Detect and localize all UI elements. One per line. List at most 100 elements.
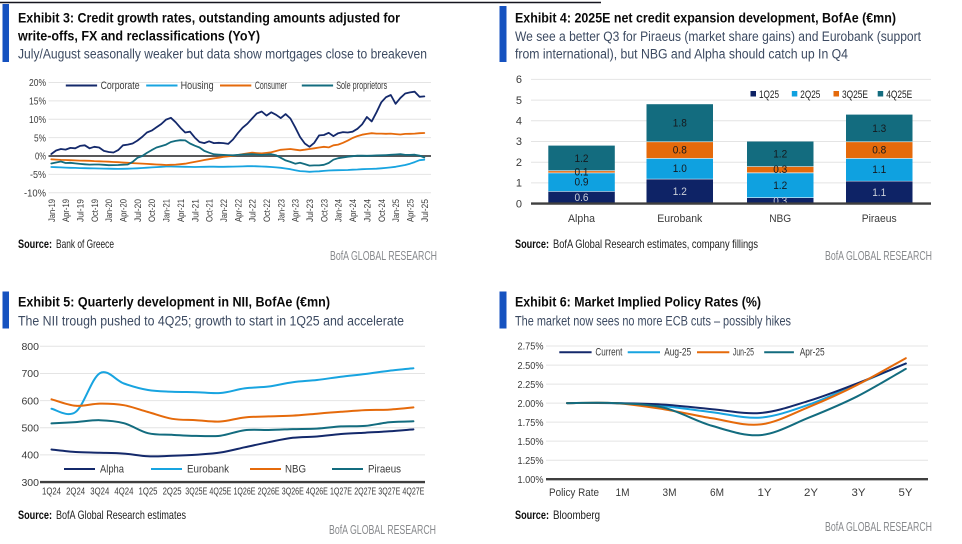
- svg-text:4Q26E: 4Q26E: [306, 486, 328, 497]
- svg-text:1M: 1M: [616, 487, 630, 499]
- svg-text:NBG: NBG: [285, 464, 306, 476]
- svg-text:0.3: 0.3: [773, 164, 787, 176]
- svg-text:300: 300: [21, 477, 39, 489]
- svg-text:Sole proprietors: Sole proprietors: [336, 80, 387, 92]
- svg-text:BofA Global Research estimates: BofA Global Research estimates: [56, 508, 186, 522]
- svg-text:1Q24: 1Q24: [42, 486, 61, 497]
- svg-text:Jul-20: Jul-20: [133, 199, 144, 222]
- svg-text:We see a better Q3 for Piraeus: We see a better Q3 for Piraeus (market s…: [515, 29, 921, 44]
- svg-text:2Y: 2Y: [804, 487, 819, 499]
- svg-text:1.0: 1.0: [673, 163, 687, 175]
- svg-text:Jan-25: Jan-25: [391, 199, 402, 222]
- svg-text:2.50%: 2.50%: [518, 360, 544, 372]
- svg-text:Oct-22: Oct-22: [262, 199, 273, 222]
- svg-text:Exhibit 5: Quarterly developme: Exhibit 5: Quarterly development in NII,…: [18, 295, 330, 310]
- svg-text:Jan-22: Jan-22: [219, 199, 230, 222]
- svg-text:2Q25: 2Q25: [800, 89, 820, 101]
- svg-text:Oct-20: Oct-20: [147, 199, 158, 222]
- svg-text:400: 400: [21, 450, 39, 462]
- svg-text:10%: 10%: [29, 114, 46, 126]
- svg-text:Jul-24: Jul-24: [362, 199, 373, 222]
- svg-text:Jan-23: Jan-23: [276, 199, 287, 222]
- svg-text:BofA GLOBAL RESEARCH: BofA GLOBAL RESEARCH: [329, 523, 436, 537]
- svg-text:Housing: Housing: [181, 80, 214, 92]
- svg-text:3: 3: [516, 136, 522, 148]
- svg-text:Jan-21: Jan-21: [162, 199, 173, 222]
- svg-text:Exhibit 3: Credit growth rates: Exhibit 3: Credit growth rates, outstand…: [18, 11, 401, 26]
- svg-text:3Q25E: 3Q25E: [842, 89, 868, 101]
- svg-text:Jul-25: Jul-25: [420, 199, 431, 222]
- svg-text:2Q25: 2Q25: [163, 486, 182, 497]
- svg-text:The market now sees no more EC: The market now sees no more ECB cuts – p…: [515, 314, 791, 329]
- svg-text:Eurobank: Eurobank: [187, 464, 229, 476]
- svg-text:Oct-23: Oct-23: [319, 199, 330, 222]
- svg-text:2.25%: 2.25%: [518, 379, 544, 391]
- svg-text:2.00%: 2.00%: [518, 398, 544, 410]
- svg-text:2: 2: [516, 157, 522, 169]
- svg-text:July/August seasonally weaker: July/August seasonally weaker but data s…: [18, 47, 427, 62]
- svg-text:1.75%: 1.75%: [518, 417, 544, 429]
- svg-text:3Y: 3Y: [852, 487, 867, 499]
- svg-text:Exhibit 4: 2025E net credit ex: Exhibit 4: 2025E net credit expansion de…: [515, 11, 896, 26]
- svg-text:4Q25E: 4Q25E: [209, 486, 231, 497]
- svg-text:Exhibit 6: Market Implied Poli: Exhibit 6: Market Implied Policy Rates (…: [515, 295, 761, 310]
- svg-text:3Q24: 3Q24: [90, 486, 109, 497]
- svg-text:0.3: 0.3: [773, 195, 787, 207]
- svg-text:Oct-24: Oct-24: [377, 199, 388, 222]
- svg-text:Jun-25: Jun-25: [733, 347, 754, 359]
- svg-text:1.2: 1.2: [773, 180, 787, 192]
- svg-text:5: 5: [516, 95, 522, 107]
- svg-text:write-offs, FX and reclassific: write-offs, FX and reclassifications (Yo…: [17, 29, 260, 44]
- svg-text:800: 800: [21, 341, 39, 353]
- svg-text:1.00%: 1.00%: [518, 474, 544, 486]
- svg-text:-5%: -5%: [30, 169, 46, 181]
- svg-text:Apr-25: Apr-25: [800, 347, 825, 359]
- svg-text:5%: 5%: [34, 132, 46, 144]
- svg-text:6M: 6M: [710, 487, 724, 499]
- svg-text:1: 1: [516, 178, 522, 190]
- svg-text:Piraeus: Piraeus: [862, 213, 897, 225]
- svg-text:3Q27E: 3Q27E: [378, 486, 400, 497]
- svg-text:1Q27E: 1Q27E: [330, 486, 352, 497]
- svg-text:Jan-20: Jan-20: [104, 199, 115, 222]
- svg-text:Apr-24: Apr-24: [348, 199, 359, 222]
- svg-text:Jan-19: Jan-19: [47, 199, 58, 222]
- svg-text:0.8: 0.8: [673, 145, 687, 157]
- svg-text:BofA Global Research estimates: BofA Global Research estimates, company …: [553, 237, 758, 251]
- svg-text:BofA GLOBAL RESEARCH: BofA GLOBAL RESEARCH: [825, 520, 932, 534]
- svg-text:700: 700: [21, 368, 39, 380]
- svg-text:Alpha: Alpha: [100, 464, 125, 476]
- svg-text:Source:: Source:: [18, 237, 52, 251]
- svg-text:Aug-25: Aug-25: [664, 347, 691, 359]
- svg-text:Apr-22: Apr-22: [233, 199, 244, 222]
- svg-text:2Q24: 2Q24: [66, 486, 85, 497]
- svg-text:Jul-22: Jul-22: [248, 199, 259, 222]
- svg-text:2Q26E: 2Q26E: [258, 486, 280, 497]
- svg-text:1.2: 1.2: [773, 149, 787, 161]
- svg-text:1.2: 1.2: [575, 153, 589, 165]
- svg-text:0: 0: [516, 198, 522, 210]
- svg-text:4Q25E: 4Q25E: [886, 89, 912, 101]
- svg-text:15%: 15%: [29, 96, 46, 108]
- svg-text:0.8: 0.8: [872, 145, 886, 157]
- svg-text:BofA GLOBAL RESEARCH: BofA GLOBAL RESEARCH: [825, 249, 932, 263]
- svg-text:500: 500: [21, 423, 39, 435]
- svg-text:1.3: 1.3: [872, 123, 886, 135]
- svg-text:Jan-24: Jan-24: [334, 199, 345, 222]
- svg-text:3Q26E: 3Q26E: [282, 486, 304, 497]
- svg-text:0.1: 0.1: [575, 166, 589, 178]
- svg-text:Piraeus: Piraeus: [368, 464, 401, 476]
- svg-text:Apr-20: Apr-20: [119, 199, 130, 222]
- svg-text:Eurobank: Eurobank: [657, 213, 702, 225]
- svg-text:Current: Current: [595, 347, 622, 359]
- svg-text:600: 600: [21, 395, 39, 407]
- svg-text:1.50%: 1.50%: [518, 436, 544, 448]
- svg-text:1Y: 1Y: [758, 487, 773, 499]
- svg-text:Policy Rate: Policy Rate: [549, 487, 599, 499]
- svg-text:Apr-23: Apr-23: [291, 199, 302, 222]
- svg-text:2Q27E: 2Q27E: [354, 486, 376, 497]
- svg-text:Oct-21: Oct-21: [205, 199, 216, 222]
- svg-text:Source:: Source:: [18, 508, 52, 522]
- svg-text:-10%: -10%: [24, 188, 46, 200]
- svg-text:Corporate: Corporate: [101, 80, 140, 92]
